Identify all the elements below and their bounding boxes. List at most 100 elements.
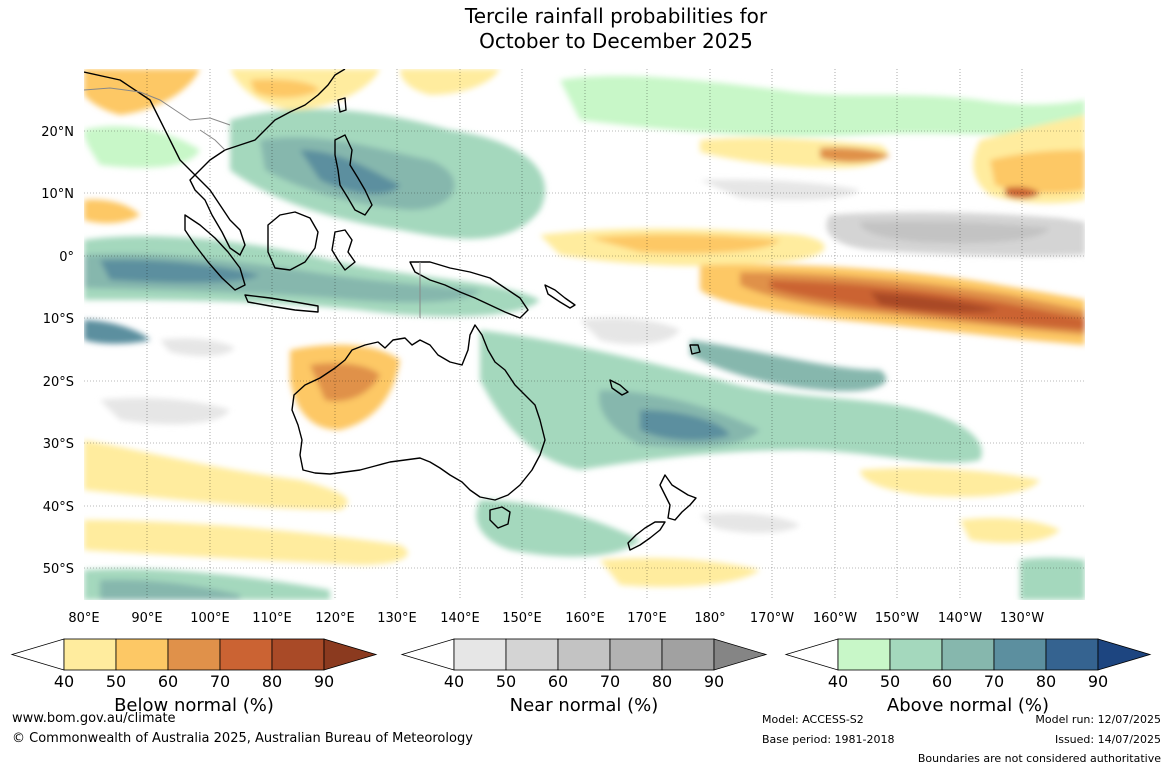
lat-label: 50°S [43,562,74,577]
longitude-labels: 80°E 90°E 100°E 110°E 120°E 130°E 140°E … [68,611,1044,626]
map-panel [84,69,1085,600]
colorbar-extend-high [1097,638,1152,671]
colorbar-tick-label: 50 [880,672,900,691]
java-coastline [244,294,319,313]
new-caledonia-coastline [609,379,629,396]
coastlines [84,69,701,551]
tasmania-coastline [489,506,511,529]
colorbar-segment [941,638,995,671]
colorbar-segment [167,638,221,671]
colorbar-segment [609,638,663,671]
colorbar-tick-label: 90 [1088,672,1108,691]
lat-label: 10°N [41,187,74,202]
title-line-2: October to December 2025 [479,29,753,53]
colorbar-tick-label: 50 [496,672,516,691]
colorbar-tick-label: 40 [54,672,74,691]
colorbar-extend-low [400,638,455,671]
lon-label: 140°E [440,611,480,626]
graticule [84,69,1085,600]
colorbar-segment [557,638,611,671]
colorbar-tick-label: 40 [828,672,848,691]
lon-label: 150°W [875,611,919,626]
colorbar-segment [505,638,559,671]
sumatra-coastline [184,214,246,291]
fiji-coastline [689,344,701,355]
colorbar-tick-label: 70 [600,672,620,691]
lon-label: 160°E [565,611,605,626]
solomon-islands-coastline [544,284,576,309]
asia-coastline [84,69,346,256]
lon-label: 130°W [1000,611,1044,626]
lon-label: 180° [694,611,725,626]
colorbar-extend-high [323,638,378,671]
colorbar-near-normal: 40 50 60 70 80 90 [400,638,768,691]
boundaries-text: Boundaries are not considered authoritat… [917,752,1161,765]
lat-label: 0° [59,250,74,265]
lon-label: 110°E [252,611,292,626]
colorbar-below-normal: 40 50 60 70 80 90 [10,638,378,691]
colorbar-tick-label: 60 [158,672,178,691]
colorbar-tick-label: 40 [444,672,464,691]
lon-label: 100°E [190,611,230,626]
issued-text: Issued: 14/07/2025 [1054,733,1161,746]
colorbar-tick-label: 70 [210,672,230,691]
colorbar-segment [661,638,715,671]
taiwan-coastline [337,97,347,113]
title-line-1: Tercile rainfall probabilities for [464,4,768,28]
sulawesi-coastline [331,229,356,271]
website-text: www.bom.gov.au/climate [12,711,176,726]
colorbar-tick-label: 50 [106,672,126,691]
lon-label: 170°W [750,611,794,626]
new-zealand-south-coastline [627,521,666,551]
colorbar-segment [271,638,325,671]
borneo-coastline [267,211,319,271]
model-run-text: Model run: 12/07/2025 [1035,713,1161,726]
country-borders [84,87,421,318]
colorbar-tick-label: 80 [262,672,282,691]
map-title: Tercile rainfall probabilities for Octob… [0,4,1173,54]
lon-label: 150°E [502,611,542,626]
colorbar-segment [993,638,1047,671]
colorbar-extend-high [713,638,768,671]
colorbar-tick-label: 90 [704,672,724,691]
colorbar-segment [1045,638,1099,671]
lon-label: 140°W [938,611,982,626]
colorbar-above-normal: 40 50 60 70 80 90 [784,638,1152,691]
colorbar-tick-label: 90 [314,672,334,691]
new-guinea-coastline [409,261,529,319]
colorbar-tick-label: 70 [984,672,1004,691]
lat-label: 20°S [43,375,74,390]
colorbar-segment [63,638,117,671]
lat-label: 30°S [43,437,74,452]
colorbar-label-near: Near normal (%) [509,695,659,716]
colorbar-segment [453,638,507,671]
colorbar-tick-label: 60 [548,672,568,691]
colorbar-extend-low [784,638,839,671]
new-zealand-north-coastline [659,474,697,521]
philippines-coastline [334,134,373,216]
colorbar-segment [889,638,943,671]
colorbar-segment [115,638,169,671]
colorbar-tick-label: 60 [932,672,952,691]
colorbar-tick-label: 80 [652,672,672,691]
lat-label: 40°S [43,500,74,515]
lon-label: 120°E [315,611,355,626]
colorbar-segment [219,638,273,671]
lon-label: 130°E [377,611,417,626]
base-period-text: Base period: 1981-2018 [762,733,895,746]
latitude-labels: 20°N 10°N 0° 10°S 20°S 30°S 40°S 50°S [41,125,74,577]
lon-label: 80°E [68,611,99,626]
australia-coastline [291,324,546,501]
lat-label: 10°S [43,312,74,327]
lon-label: 90°E [131,611,162,626]
lon-label: 160°W [813,611,857,626]
colorbar-label-above: Above normal (%) [886,695,1050,716]
lat-label: 20°N [41,125,74,140]
colorbar-segment [837,638,891,671]
colorbar-label-below: Below normal (%) [114,695,274,716]
colorbar-extend-low [10,638,65,671]
lon-label: 170°E [627,611,667,626]
copyright-text: © Commonwealth of Australia 2025, Austra… [12,731,473,746]
colorbar-tick-label: 80 [1036,672,1056,691]
